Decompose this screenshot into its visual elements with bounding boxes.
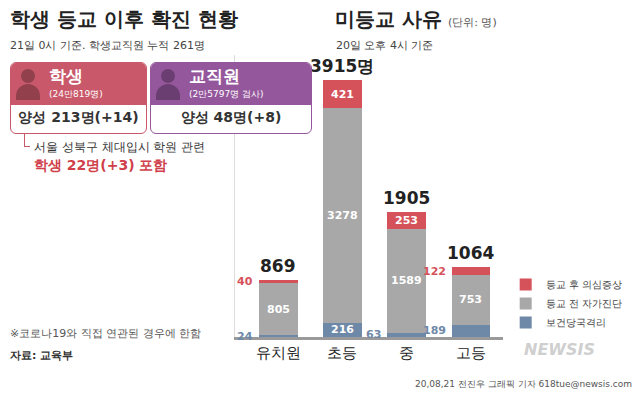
html-text:학생 22명(+3) 포함: 학생 22명(+3) 포함 bbox=[34, 157, 168, 173]
svg-text:보건당국격리: 보건당국격리 bbox=[546, 317, 606, 328]
html-text:(2만5797명 검사): (2만5797명 검사) bbox=[189, 89, 264, 99]
html-text:서울 성북구 체대입시 학원 관련: 서울 성북구 체대입시 학원 관련 bbox=[34, 140, 206, 154]
svg-text:805: 805 bbox=[267, 303, 290, 316]
html-text:(24만819명): (24만819명) bbox=[49, 89, 103, 99]
svg-text:중: 중 bbox=[399, 344, 414, 362]
svg-text:유치원: 유치원 bbox=[256, 344, 301, 362]
html-text:20일 오후 4시 기준: 20일 오후 4시 기준 bbox=[336, 39, 434, 52]
html-text:20,08,21 전진우 그래픽 기자 618tue@new: 20,08,21 전진우 그래픽 기자 618tue@newsis.com bbox=[415, 379, 632, 389]
html-text:교직원: 교직원 bbox=[189, 66, 240, 86]
svg-text:등교 전 자가진단: 등교 전 자가진단 bbox=[546, 298, 622, 309]
html-text:양성 213명(+14): 양성 213명(+14) bbox=[18, 109, 139, 125]
svg-text:3915명: 3915명 bbox=[310, 56, 374, 76]
svg-text:40: 40 bbox=[237, 275, 253, 288]
html-text:학생: 학생 bbox=[49, 66, 83, 86]
html-text:NEWSIS: NEWSIS bbox=[524, 340, 595, 359]
svg-text:869: 869 bbox=[260, 256, 296, 276]
svg-text:고등: 고등 bbox=[456, 344, 486, 362]
svg-text:등교 후 의심증상: 등교 후 의심증상 bbox=[546, 279, 622, 290]
html-text:※코로나19와 직접 연관된 경우에 한함: ※코로나19와 직접 연관된 경우에 한함 bbox=[10, 327, 202, 340]
html-text:21일 0시 기준. 학생교직원 누적 261명: 21일 0시 기준. 학생교직원 누적 261명 bbox=[10, 39, 205, 52]
html-text:학생 등교 이후 확진 현황: 학생 등교 이후 확진 현황 bbox=[10, 7, 238, 31]
svg-text:1064: 1064 bbox=[447, 243, 494, 263]
svg-text:753: 753 bbox=[459, 293, 482, 306]
svg-text:24: 24 bbox=[237, 330, 253, 343]
svg-text:초등: 초등 bbox=[327, 344, 357, 362]
svg-text:122: 122 bbox=[423, 265, 446, 278]
svg-text:1589: 1589 bbox=[391, 274, 422, 287]
html-text:자료: 교육부: 자료: 교육부 bbox=[10, 349, 74, 362]
svg-text:189: 189 bbox=[423, 324, 446, 337]
svg-text:421: 421 bbox=[331, 88, 354, 101]
svg-text:253: 253 bbox=[395, 214, 418, 227]
svg-text:63: 63 bbox=[366, 328, 381, 341]
svg-text:216: 216 bbox=[331, 323, 354, 336]
html-text:미등교 사유 (단위: 명): 미등교 사유 (단위: 명) bbox=[335, 7, 497, 31]
svg-text:1905: 1905 bbox=[383, 188, 430, 208]
svg-text:3278: 3278 bbox=[327, 209, 358, 222]
html-text:양성 48명(+8): 양성 48명(+8) bbox=[180, 109, 282, 125]
